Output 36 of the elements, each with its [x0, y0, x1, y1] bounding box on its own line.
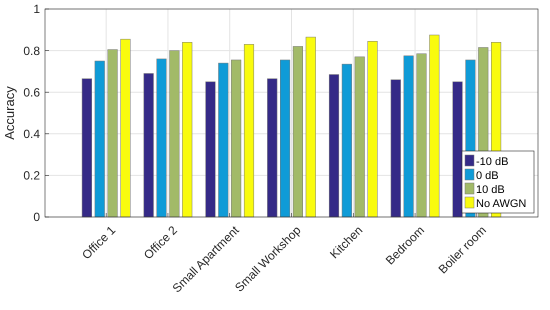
bar — [120, 38, 131, 218]
bar — [416, 53, 427, 218]
bar — [280, 60, 290, 218]
bar — [267, 78, 278, 218]
bar — [182, 42, 192, 218]
legend-label: 10 dB — [476, 184, 505, 196]
bar — [244, 44, 254, 218]
bar — [82, 78, 92, 218]
legend-label: -10 dB — [476, 156, 508, 168]
y-tick-label: 0.6 — [23, 85, 40, 100]
bar — [367, 40, 378, 218]
legend-label: No AWGN — [476, 198, 526, 210]
bar — [94, 60, 105, 218]
bar — [429, 34, 440, 218]
bar — [404, 56, 414, 218]
y-tick-label: 1 — [33, 2, 40, 16]
bar — [342, 64, 352, 218]
bar — [144, 73, 154, 218]
bar — [390, 79, 401, 218]
bar — [292, 46, 303, 218]
bar — [328, 74, 340, 218]
bar — [354, 56, 365, 218]
y-tick-label: 0.4 — [23, 127, 40, 141]
y-tick-label: 0 — [33, 210, 40, 224]
y-tick-label: 0.2 — [23, 168, 40, 183]
bar — [231, 60, 242, 218]
legend-label: 0 dB — [476, 170, 499, 182]
y-tick-label: 0.8 — [23, 44, 40, 58]
bar — [306, 36, 316, 218]
bar — [452, 82, 463, 218]
bar — [156, 58, 167, 218]
y-axis-title: Accuracy — [2, 86, 17, 140]
bar — [218, 62, 228, 218]
bar — [205, 82, 216, 218]
bar — [108, 49, 118, 218]
bar — [169, 50, 180, 218]
